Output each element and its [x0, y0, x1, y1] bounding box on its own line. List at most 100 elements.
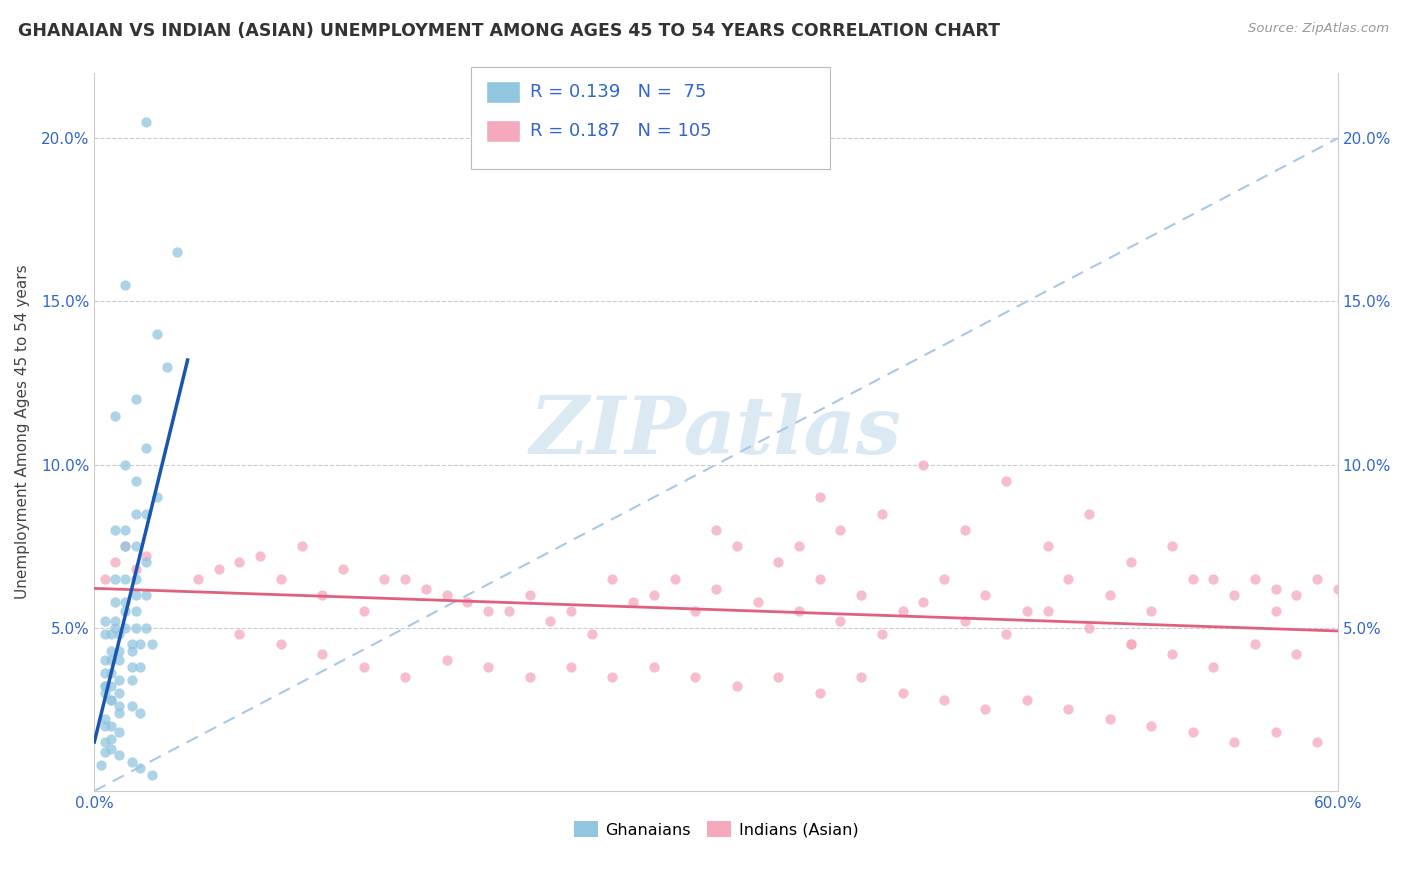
- Point: [1119, 637, 1142, 651]
- Point: [270, 637, 292, 651]
- Point: [1078, 621, 1101, 635]
- Point: [104, 556, 127, 570]
- Text: GHANAIAN VS INDIAN (ASIAN) UNEMPLOYMENT AMONG AGES 45 TO 54 YEARS CORRELATION CH: GHANAIAN VS INDIAN (ASIAN) UNEMPLOYMENT …: [18, 22, 1000, 40]
- Point: [830, 523, 852, 537]
- Point: [1098, 712, 1121, 726]
- Point: [1078, 507, 1101, 521]
- Point: [1161, 539, 1184, 553]
- Point: [104, 523, 127, 537]
- Point: [108, 686, 131, 700]
- Point: [108, 653, 131, 667]
- Point: [891, 604, 914, 618]
- Point: [519, 588, 541, 602]
- Point: [353, 604, 375, 618]
- Point: [121, 643, 143, 657]
- Text: ZIPatlas: ZIPatlas: [530, 393, 903, 471]
- Point: [560, 604, 582, 618]
- Point: [121, 673, 143, 687]
- Point: [125, 562, 148, 576]
- Point: [125, 539, 148, 553]
- Point: [114, 621, 136, 635]
- Point: [93, 680, 115, 694]
- Point: [519, 670, 541, 684]
- Legend: Ghanaians, Indians (Asian): Ghanaians, Indians (Asian): [567, 814, 865, 844]
- Point: [870, 627, 893, 641]
- Point: [1036, 539, 1059, 553]
- Point: [602, 572, 624, 586]
- Point: [664, 572, 686, 586]
- Point: [1285, 647, 1308, 661]
- Point: [90, 757, 112, 772]
- Point: [560, 660, 582, 674]
- Point: [725, 680, 748, 694]
- Point: [93, 712, 115, 726]
- Point: [870, 507, 893, 521]
- Point: [1244, 572, 1267, 586]
- Point: [125, 507, 148, 521]
- Point: [995, 474, 1018, 488]
- Point: [1223, 735, 1246, 749]
- Point: [643, 588, 665, 602]
- Point: [498, 604, 520, 618]
- Point: [141, 637, 163, 651]
- Point: [1057, 572, 1080, 586]
- Point: [125, 621, 148, 635]
- Point: [685, 670, 707, 684]
- Point: [100, 692, 122, 706]
- Point: [141, 767, 163, 781]
- Point: [104, 621, 127, 635]
- Point: [129, 637, 152, 651]
- Point: [436, 653, 458, 667]
- Point: [135, 442, 157, 456]
- Point: [974, 702, 997, 716]
- Point: [1015, 692, 1038, 706]
- Point: [108, 706, 131, 720]
- Point: [100, 719, 122, 733]
- Text: R = 0.139   N =  75: R = 0.139 N = 75: [530, 83, 706, 101]
- Point: [135, 556, 157, 570]
- Point: [1181, 725, 1204, 739]
- Point: [415, 582, 437, 596]
- Point: [995, 627, 1018, 641]
- Text: Source: ZipAtlas.com: Source: ZipAtlas.com: [1249, 22, 1389, 36]
- Point: [953, 614, 976, 628]
- Point: [145, 326, 167, 341]
- Point: [830, 614, 852, 628]
- Point: [1285, 588, 1308, 602]
- Point: [332, 562, 354, 576]
- Point: [114, 523, 136, 537]
- Point: [1140, 719, 1163, 733]
- Point: [311, 588, 333, 602]
- Point: [912, 458, 935, 472]
- Point: [93, 745, 115, 759]
- Point: [477, 604, 499, 618]
- Text: R = 0.187   N = 105: R = 0.187 N = 105: [530, 122, 711, 140]
- Point: [208, 562, 231, 576]
- Point: [808, 490, 831, 504]
- Point: [93, 680, 115, 694]
- Point: [93, 666, 115, 681]
- Point: [725, 539, 748, 553]
- Point: [135, 115, 157, 129]
- Point: [1181, 572, 1204, 586]
- Point: [1264, 725, 1286, 739]
- Point: [270, 572, 292, 586]
- Point: [704, 582, 727, 596]
- Point: [125, 392, 148, 407]
- Point: [932, 692, 955, 706]
- Point: [100, 731, 122, 746]
- Point: [121, 637, 143, 651]
- Point: [849, 670, 872, 684]
- Point: [1306, 572, 1329, 586]
- Point: [135, 549, 157, 563]
- Point: [135, 588, 157, 602]
- Point: [104, 614, 127, 628]
- Point: [685, 604, 707, 618]
- Point: [100, 643, 122, 657]
- Point: [121, 755, 143, 769]
- Point: [1202, 660, 1225, 674]
- Point: [290, 539, 312, 553]
- Point: [974, 588, 997, 602]
- Point: [100, 741, 122, 756]
- Point: [538, 614, 561, 628]
